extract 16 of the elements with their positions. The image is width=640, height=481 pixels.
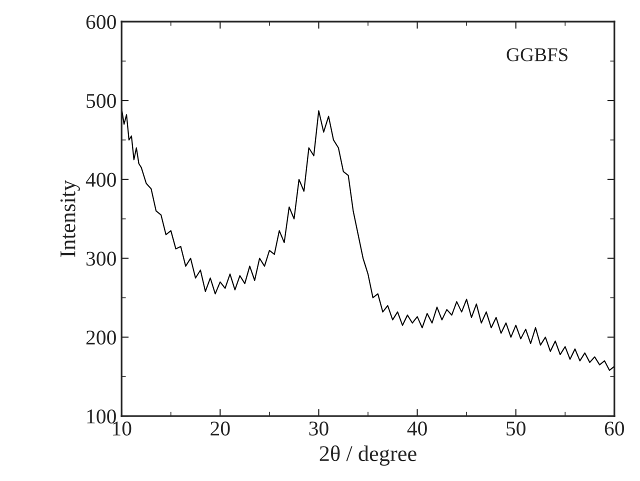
annotation: GGBFS <box>506 48 568 62</box>
y-tick-label: 600 <box>86 15 116 30</box>
y-tick-label: 100 <box>87 409 116 424</box>
y-tick-label: 200 <box>86 330 116 345</box>
y-tick-label: 500 <box>86 94 116 108</box>
line-series <box>122 108 614 371</box>
x-tick-label: 60 <box>604 422 624 436</box>
x-tick-label: 30 <box>309 422 328 436</box>
x-tick-label: 10 <box>113 422 132 436</box>
y-tick-label: 400 <box>86 172 116 187</box>
x-axis-title: 2θ / degree <box>320 445 416 466</box>
x-tick-label: 40 <box>407 422 427 436</box>
x-tick-label: 50 <box>506 422 526 436</box>
y-axis-title: Intensity <box>60 180 80 257</box>
y-tick-label: 300 <box>86 252 116 266</box>
x-tick-label: 20 <box>210 422 230 436</box>
